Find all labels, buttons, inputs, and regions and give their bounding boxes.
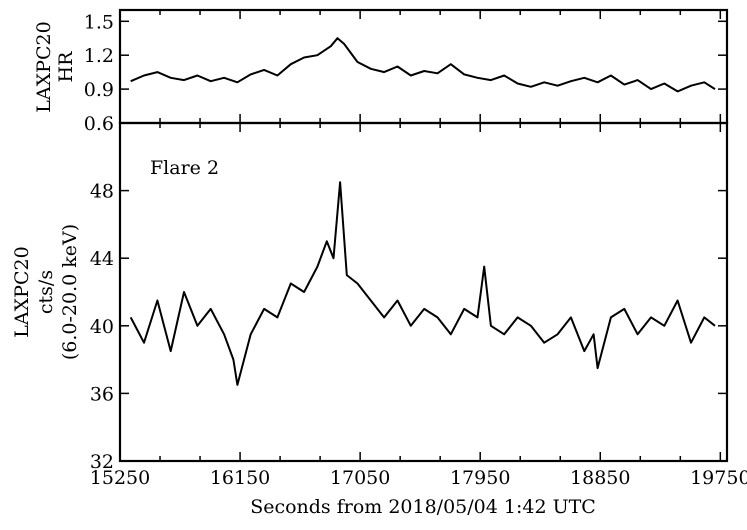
bottom-y-axis-label-line-2: cts/s (35, 270, 57, 314)
top-y-tick-label: 0.9 (84, 79, 114, 101)
top-y-tick-label: 1.5 (84, 11, 114, 33)
hardness-ratio-panel: 0.6 0.9 1.2 1.5 LAXPC20 HR (33, 8, 729, 135)
count-rate-line (129, 181, 716, 386)
bottom-y-axis-label-line-3: (6.0-20.0 keV) (59, 224, 81, 360)
x-tick-label: 17950 (450, 467, 510, 489)
bottom-y-tick-label: 44 (90, 248, 114, 270)
top-panel-frame (118, 8, 729, 125)
x-axis-label: Seconds from 2018/05/04 1:42 UTC (250, 496, 596, 518)
top-y-tick-label: 1.2 (84, 45, 114, 67)
x-tick-label: 18850 (570, 467, 630, 489)
top-y-axis-label-line-1: LAXPC20 (33, 21, 55, 112)
bottom-y-tick-label: 48 (90, 181, 114, 203)
top-x-axis (119, 10, 722, 123)
x-tick-label: 16150 (210, 467, 270, 489)
top-y-axis: 0.6 0.9 1.2 1.5 (84, 11, 727, 135)
flare-annotation: Flare 2 (150, 157, 219, 179)
x-tick-label: 17050 (330, 467, 390, 489)
bottom-y-axis: 32 36 40 44 48 (90, 181, 727, 473)
bottom-series-line (129, 181, 716, 386)
bottom-y-tick-label: 36 (90, 383, 114, 405)
bottom-x-axis: 15250 16150 17050 17950 18850 19750 (90, 123, 747, 489)
x-tick-label: 19750 (690, 467, 747, 489)
top-series-line (130, 37, 716, 93)
bottom-y-axis-label-line-1: LAXPC20 (11, 246, 33, 337)
hardness-ratio-line (130, 37, 716, 93)
count-rate-panel: 32 36 40 44 48 15250 16150 17050 17950 18850 1975… (11, 121, 747, 518)
bottom-y-tick-label: 40 (90, 316, 114, 338)
top-y-tick-label: 0.6 (84, 113, 114, 135)
top-y-axis-label-line-2: HR (55, 51, 77, 83)
bottom-panel-frame (118, 121, 729, 463)
bottom-y-tick-label: 32 (90, 451, 114, 473)
x-tick-label: 15250 (90, 467, 150, 489)
